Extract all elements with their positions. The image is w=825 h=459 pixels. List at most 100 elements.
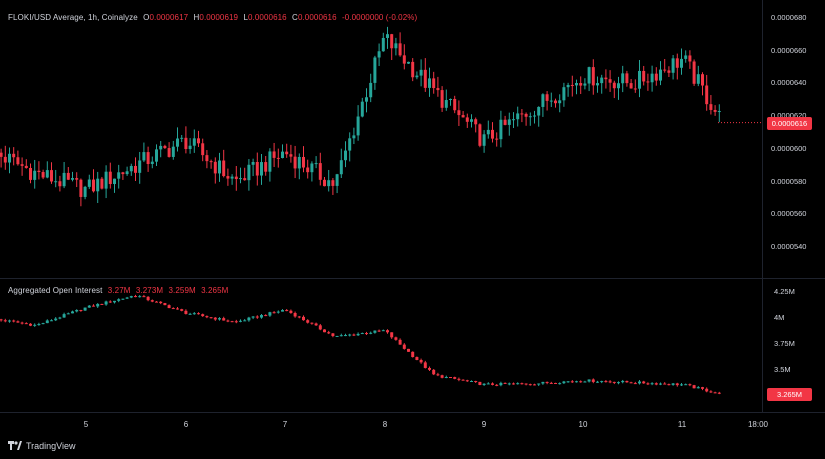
- price-candle-body: [150, 161, 154, 164]
- oi-candle-body: [495, 384, 499, 386]
- oi-candle-body: [272, 312, 276, 314]
- oi-candle-body: [331, 333, 335, 337]
- oi-candle-body: [570, 381, 574, 383]
- change-value: -0.0000000 (-0.02%): [341, 13, 418, 22]
- oi-candle-body: [360, 333, 364, 335]
- price-candle-body: [344, 150, 347, 161]
- oi-legend: Aggregated Open Interest 3.27M 3.273M 3.…: [8, 286, 231, 295]
- oi-candle-body: [255, 316, 259, 318]
- price-candle-body: [520, 113, 524, 115]
- oi-candle-body: [512, 383, 515, 385]
- price-candle-body: [209, 161, 213, 163]
- oi-candle-body: [121, 298, 125, 300]
- oi-candle-body: [650, 383, 654, 385]
- price-candle-body: [335, 174, 339, 186]
- price-candle-body: [503, 119, 507, 125]
- price-candle-body: [352, 135, 356, 139]
- price-candle-body: [402, 55, 406, 64]
- price-candle-body: [12, 153, 16, 158]
- oi-candle-body: [444, 377, 448, 379]
- oi-candle-body: [533, 384, 536, 386]
- price-candle-body: [125, 171, 129, 175]
- oi-candle-body: [696, 387, 700, 389]
- price-candle-body: [680, 58, 683, 68]
- price-candle-body: [306, 167, 310, 173]
- price-candle-body: [272, 151, 276, 158]
- price-candle-body: [146, 152, 150, 164]
- oi-candle-body: [562, 381, 566, 384]
- price-candle-body: [276, 157, 280, 159]
- oi-candle-body: [579, 381, 583, 383]
- oi-candle-body: [520, 383, 524, 385]
- price-candle-body: [596, 83, 599, 86]
- last-price-tag: 0.0000616: [767, 117, 812, 130]
- time-axis-tick: 18:00: [747, 420, 769, 429]
- price-candle-body: [474, 119, 478, 125]
- oi-candle-body: [621, 380, 625, 383]
- oi-candle-body: [587, 379, 591, 382]
- price-candle-body: [121, 172, 125, 175]
- oi-candle-body: [155, 301, 158, 303]
- price-candle-body: [142, 152, 146, 161]
- oi-candle-body: [633, 383, 637, 385]
- oi-candle-body: [234, 321, 238, 323]
- price-candle-body: [163, 145, 167, 149]
- tradingview-logo[interactable]: TradingView: [8, 441, 76, 451]
- oi-candle-body: [348, 334, 352, 336]
- price-candle-body: [684, 55, 688, 59]
- oi-candle-body: [75, 309, 79, 312]
- price-candle-body: [226, 176, 230, 179]
- price-candle-body: [87, 179, 91, 187]
- price-candle-body: [701, 74, 704, 86]
- symbol-title[interactable]: FLOKI/USD Average, 1h, Coinalyze: [8, 13, 138, 22]
- oi-candle-body: [659, 383, 662, 385]
- time-axis-tick: 8: [382, 420, 388, 429]
- oi-candle-body: [58, 317, 62, 319]
- price-axis-tick: 0.0000580: [771, 176, 807, 186]
- price-candle-body: [33, 170, 37, 180]
- price-candle-body: [381, 37, 385, 52]
- price-candle-body: [386, 34, 389, 38]
- oi-title[interactable]: Aggregated Open Interest: [8, 286, 103, 295]
- price-candle-body: [440, 90, 444, 108]
- close-label: C: [292, 13, 298, 22]
- price-candle-body: [104, 171, 108, 189]
- price-candle-body: [113, 178, 116, 185]
- close-value: 0.0000616: [297, 13, 337, 22]
- price-axis-tick: 0.0000680: [771, 13, 807, 22]
- price-candle-body: [411, 61, 415, 78]
- price-candle-body: [600, 77, 604, 84]
- price-candle-body: [558, 100, 562, 104]
- price-candle-body: [24, 165, 28, 168]
- price-candle-body: [554, 100, 557, 104]
- oi-candle-body: [318, 325, 322, 330]
- oi-candle-body: [617, 382, 620, 384]
- oi-candle-body: [92, 305, 95, 307]
- price-candle-body: [638, 70, 641, 89]
- oi-candle-body: [50, 320, 53, 322]
- oi-candle-body: [419, 359, 423, 363]
- price-candle-body: [516, 113, 520, 120]
- oi-candle-body: [192, 313, 196, 315]
- oi-candle-body: [306, 320, 310, 323]
- price-candle-body: [255, 162, 259, 176]
- price-candle-body: [356, 116, 360, 136]
- oi-candle-body: [264, 315, 268, 317]
- price-candle-body: [205, 155, 209, 162]
- price-candle-body: [654, 73, 658, 81]
- price-candle-body: [96, 178, 100, 192]
- oi-axis-tick: 4.25M: [774, 287, 795, 296]
- oi-candle-body: [201, 314, 205, 317]
- price-candle-body: [692, 61, 696, 84]
- price-candle-body: [302, 156, 305, 168]
- price-candle-body: [184, 137, 188, 150]
- price-candle-body: [709, 104, 713, 110]
- oi-candle-body: [180, 309, 184, 311]
- price-candle-body: [415, 75, 419, 78]
- price-candle-body: [251, 162, 255, 165]
- price-candle-body: [339, 160, 343, 175]
- time-axis-tick: 7: [282, 420, 288, 429]
- price-candle-body: [461, 115, 465, 118]
